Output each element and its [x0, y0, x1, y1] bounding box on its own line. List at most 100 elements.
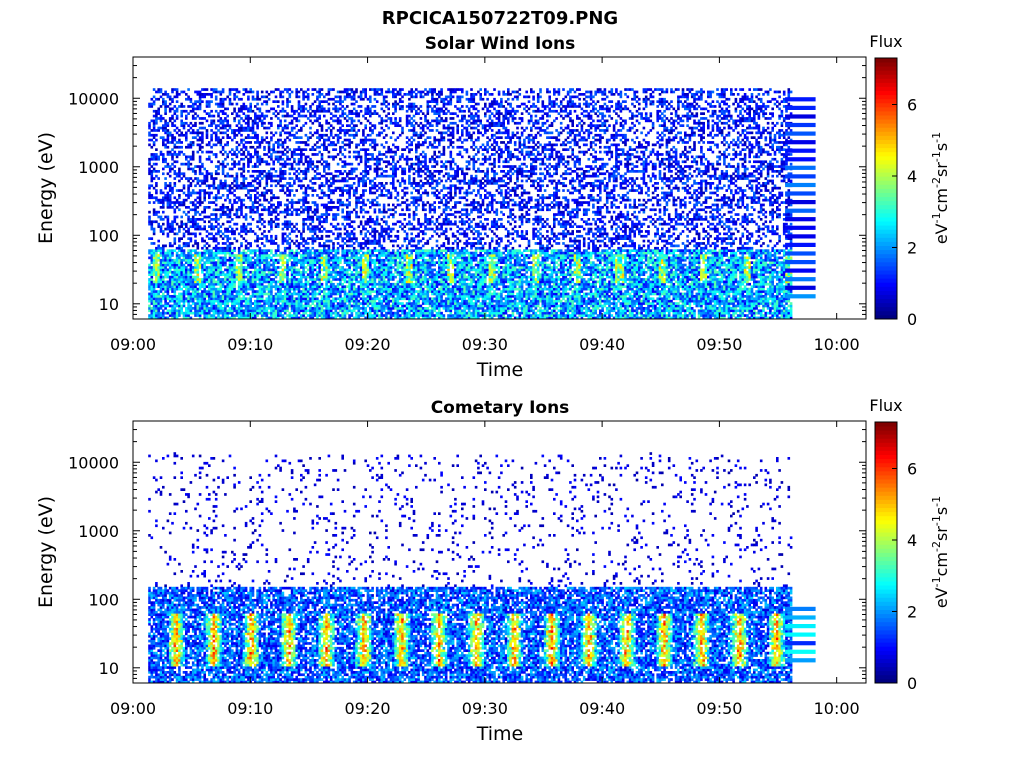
flux-cell: [160, 120, 163, 123]
flux-cell: [206, 259, 209, 262]
flux-cell: [180, 201, 183, 204]
flux-cell: [153, 213, 156, 216]
flux-cell: [201, 139, 204, 142]
flux-cell: [155, 112, 158, 115]
flux-cell: [169, 141, 172, 144]
flux-cell: [210, 177, 213, 180]
flux-cell: [162, 247, 165, 250]
flux-cell: [180, 269, 183, 272]
flux-cell: [185, 134, 188, 137]
flux-cell: [153, 208, 156, 211]
flux-cell: [183, 201, 186, 204]
flux-cell: [194, 276, 197, 279]
flux-cell: [174, 146, 177, 149]
flux-cell: [178, 129, 181, 132]
flux-cell: [176, 172, 179, 175]
flux-cell: [203, 309, 206, 312]
flux-cell: [169, 309, 172, 312]
flux-cell: [203, 192, 206, 195]
flux-cell: [157, 223, 160, 226]
flux-cell: [171, 136, 174, 139]
flux-cell: [169, 199, 172, 202]
flux-cell: [203, 216, 206, 219]
flux-cell: [213, 180, 216, 183]
flux-cell: [157, 295, 160, 298]
flux-cell: [190, 273, 193, 276]
flux-cell: [176, 247, 179, 250]
flux-cell: [148, 184, 151, 187]
flux-cell: [174, 276, 177, 279]
flux-cell: [169, 153, 172, 156]
flux-cell: [194, 290, 197, 293]
flux-cell: [194, 293, 197, 296]
flux-cell: [160, 305, 163, 308]
flux-cell: [192, 278, 195, 281]
flux-cell: [192, 293, 195, 296]
flux-cell: [164, 110, 167, 113]
flux-cell: [174, 240, 177, 243]
flux-cell: [215, 216, 218, 219]
flux-cell: [153, 88, 156, 91]
flux-cell: [183, 293, 186, 296]
flux-cell: [190, 225, 193, 228]
flux-cell: [185, 132, 188, 135]
flux-cell: [190, 100, 193, 103]
flux-cell: [151, 300, 154, 303]
flux-cell: [183, 172, 186, 175]
flux-cell: [167, 302, 170, 305]
flux-cell: [215, 245, 218, 248]
flux-cell: [153, 211, 156, 214]
flux-cell: [201, 257, 204, 260]
flux-cell: [157, 278, 160, 281]
flux-cell: [148, 196, 151, 199]
flux-cell: [148, 158, 151, 161]
flux-cell: [208, 261, 211, 264]
flux-cell: [213, 187, 216, 190]
flux-cell: [176, 108, 179, 111]
flux-cell: [155, 281, 158, 284]
flux-cell: [178, 269, 181, 272]
flux-cell: [151, 139, 154, 142]
flux-cell: [157, 257, 160, 260]
flux-cell: [185, 93, 188, 96]
flux-cell: [153, 158, 156, 161]
flux-cell: [178, 208, 181, 211]
flux-cell: [183, 245, 186, 248]
flux-cell: [151, 273, 154, 276]
flux-cell: [164, 144, 167, 147]
flux-cell: [192, 220, 195, 223]
flux-cell: [176, 96, 179, 99]
flux-cell: [199, 278, 202, 281]
flux-cell: [206, 100, 209, 103]
flux-cell: [162, 305, 165, 308]
flux-cell: [171, 264, 174, 267]
flux-cell: [203, 194, 206, 197]
flux-cell: [187, 290, 190, 293]
flux-cell: [194, 112, 197, 115]
flux-cell: [164, 285, 167, 288]
flux-cell: [167, 297, 170, 300]
flux-cell: [206, 257, 209, 260]
flux-cell: [171, 156, 174, 159]
flux-cell: [199, 105, 202, 108]
flux-cell: [153, 305, 156, 308]
flux-cell: [155, 257, 158, 260]
flux-cell: [160, 295, 163, 298]
flux-cell: [208, 254, 211, 257]
flux-cell: [206, 314, 209, 317]
flux-cell: [169, 182, 172, 185]
flux-cell: [183, 278, 186, 281]
flux-cell: [169, 175, 172, 178]
flux-cell: [201, 96, 204, 99]
flux-cell: [167, 129, 170, 132]
flux-cell: [194, 266, 197, 269]
flux-cell: [183, 295, 186, 298]
flux-cell: [178, 276, 181, 279]
flux-cell: [187, 276, 190, 279]
flux-cell: [183, 297, 186, 300]
flux-cell: [155, 110, 158, 113]
flux-cell: [206, 252, 209, 255]
flux-cell: [183, 235, 186, 238]
flux-cell: [176, 269, 179, 272]
flux-cell: [171, 249, 174, 252]
